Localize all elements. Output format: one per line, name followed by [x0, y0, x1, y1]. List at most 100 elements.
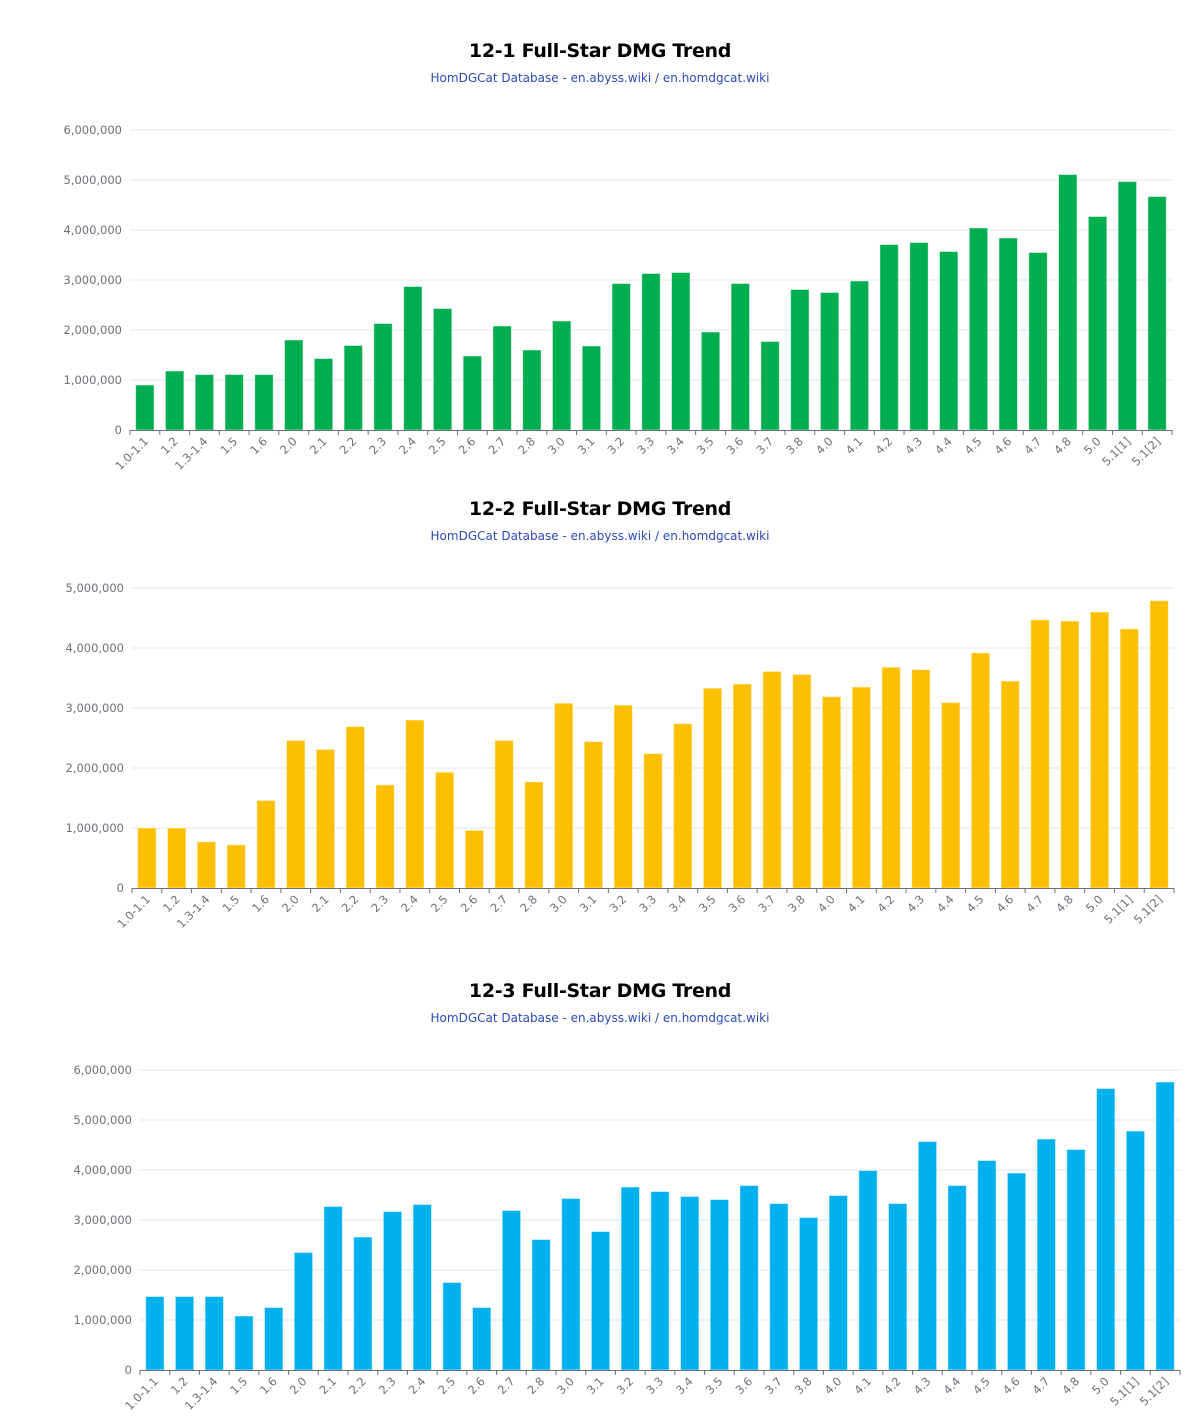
bar: [650, 1191, 670, 1371]
bar: [1096, 1088, 1116, 1371]
bar-plot: 0 1,000,000 2,000,000 3,000,000 4,000,000 5,0…: [63, 123, 1173, 473]
bar: [174, 1296, 195, 1371]
x-tick-label: 4.2: [881, 1374, 904, 1397]
x-tick-label: 3.4: [673, 1374, 696, 1397]
chart-title: 12-1 Full-Star DMG Trend: [468, 40, 732, 62]
bar: [1036, 1138, 1056, 1371]
x-tick-label: 2.0: [287, 1374, 310, 1397]
bar: [888, 1203, 908, 1371]
x-tick-label: 3.8: [792, 1374, 815, 1397]
y-tick-label: 6,000,000: [73, 1063, 132, 1077]
bar: [323, 1206, 343, 1371]
x-tick-label: 4.5: [970, 1374, 993, 1397]
x-tick-label: 4.4: [940, 1374, 963, 1397]
y-tick-label: 3,000,000: [65, 701, 124, 715]
bar: [472, 1307, 492, 1371]
y-tick-label: 4,000,000: [63, 223, 122, 237]
x-tick-label: 4.0: [822, 1374, 845, 1397]
x-tick-label: 3.0: [554, 1374, 577, 1397]
bar: [234, 1315, 254, 1371]
bar: [264, 1307, 284, 1371]
bar: [531, 1239, 551, 1371]
x-tick-label: 1.3-1.4: [182, 1374, 221, 1413]
bar: [561, 1198, 581, 1371]
x-tick-label: 3.1: [584, 1374, 607, 1397]
bar: [1006, 1172, 1027, 1371]
bar: [204, 1296, 224, 1371]
bar: [828, 1195, 848, 1371]
bar: [412, 1204, 432, 1371]
y-tick-label: 4,000,000: [65, 641, 124, 655]
x-tick-label: 4.1: [851, 1374, 874, 1397]
x-tick-label: 4.8: [1059, 1374, 1082, 1397]
bar: [858, 1170, 878, 1371]
x-tick-label: 4.7: [1030, 1374, 1053, 1397]
bar: [709, 1199, 730, 1371]
bar: [1155, 1081, 1175, 1371]
bar: [947, 1185, 967, 1371]
y-tick-label: 2,000,000: [73, 1263, 132, 1277]
x-tick-label: 2.8: [524, 1374, 547, 1397]
x-tick-label: 1.2: [168, 1374, 191, 1397]
bar: [353, 1236, 373, 1371]
bar-plot: 0 1,000,000 2,000,000 3,000,000 4,000,000 5,0…: [65, 581, 1175, 931]
bar: [620, 1186, 640, 1371]
y-tick-label: 3,000,000: [63, 273, 122, 287]
y-tick-label: 2,000,000: [65, 761, 124, 775]
chart-subtitle: HomDGCat Database - en.abyss.wiki / en.h…: [430, 71, 770, 85]
x-tick-label: 3.2: [614, 1374, 637, 1397]
x-tick-label: 2.4: [406, 1374, 429, 1397]
bar: [769, 1203, 789, 1371]
bar: [382, 1211, 403, 1371]
bar: [739, 1185, 759, 1371]
bar: [293, 1252, 314, 1371]
x-tick-label: 3.6: [732, 1374, 755, 1397]
bar: [1125, 1130, 1146, 1371]
x-tick-label: 2.7: [495, 1374, 518, 1397]
x-tick-label: 1.0-1.1: [122, 1374, 161, 1413]
bar: [442, 1282, 462, 1371]
bar: [590, 1231, 611, 1371]
y-tick-label: 0: [115, 423, 122, 437]
chart-subtitle: HomDGCat Database - en.abyss.wiki / en.h…: [430, 1011, 770, 1025]
y-tick-label: 3,000,000: [73, 1213, 132, 1227]
y-tick-label: 5,000,000: [65, 581, 124, 595]
x-tick-label: 2.3: [376, 1374, 399, 1397]
bar: [1066, 1149, 1086, 1371]
y-tick-label: 4,000,000: [73, 1163, 132, 1177]
y-tick-label: 6,000,000: [63, 123, 122, 137]
bar: [977, 1160, 997, 1371]
x-tick-label: 3.7: [762, 1374, 785, 1397]
bar: [501, 1210, 522, 1371]
x-tick-label: 2.6: [465, 1374, 488, 1397]
y-tick-label: 1,000,000: [63, 373, 122, 387]
x-tick-label: 5.1[1]: [1107, 1374, 1141, 1408]
y-tick-label: 0: [117, 881, 124, 895]
chart-title: 12-2 Full-Star DMG Trend: [468, 498, 732, 520]
x-tick-label: 2.2: [346, 1374, 369, 1397]
x-tick-label: 5.0: [1089, 1374, 1112, 1397]
y-tick-label: 1,000,000: [73, 1313, 132, 1327]
chart-title: 12-3 Full-Star DMG Trend: [468, 980, 732, 1002]
chart-12-2: 12-2 Full-Star DMG Trend HomDGCat Databa…: [65, 498, 1175, 931]
x-tick-label: 2.5: [435, 1374, 458, 1397]
x-tick-label: 3.3: [643, 1374, 666, 1397]
x-tick-label: 1.6: [257, 1374, 280, 1397]
y-tick-label: 0: [125, 1363, 132, 1377]
bar: [798, 1217, 819, 1371]
bar: [917, 1141, 938, 1371]
y-tick-label: 5,000,000: [73, 1113, 132, 1127]
chart-subtitle: HomDGCat Database - en.abyss.wiki / en.h…: [430, 529, 770, 543]
bar: [145, 1296, 165, 1371]
x-tick-label: 4.6: [1000, 1374, 1023, 1397]
x-tick-label: 3.5: [703, 1374, 726, 1397]
x-tick-label: 5.1[2]: [1137, 1374, 1171, 1408]
y-tick-label: 2,000,000: [63, 323, 122, 337]
y-tick-label: 1,000,000: [65, 821, 124, 835]
bar: [680, 1196, 700, 1371]
chart-12-1: 12-1 Full-Star DMG Trend HomDGCat Databa…: [0, 0, 1200, 473]
y-tick-label: 5,000,000: [63, 173, 122, 187]
x-tick-label: 2.1: [316, 1374, 339, 1397]
